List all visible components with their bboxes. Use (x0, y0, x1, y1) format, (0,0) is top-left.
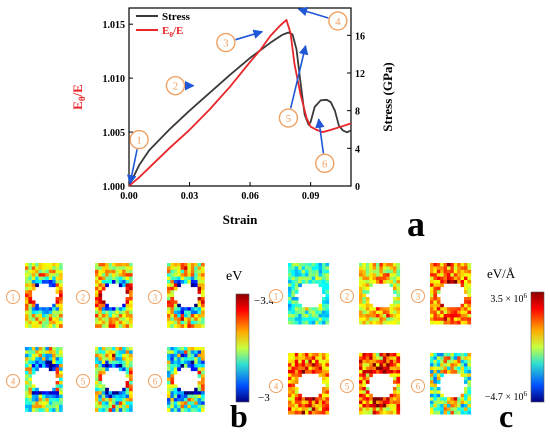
right-tick-label: 12 (355, 69, 365, 80)
panel-b: 1 2 34 5 6 eV −3.4 −3 b (6, 263, 274, 434)
left-axis-title: Eθ/E (70, 84, 87, 110)
annotation-marker (216, 32, 236, 53)
map-index-marker (411, 289, 425, 303)
map-index-label: 6 (153, 377, 158, 387)
annotation-arrow (235, 29, 264, 41)
map-index-marker (340, 289, 354, 303)
map-index-label: 4 (11, 377, 16, 387)
right-tick-label: 16 (355, 31, 365, 42)
map-index-marker (148, 290, 162, 304)
annotation-label: 6 (322, 158, 328, 170)
map-index-marker (76, 290, 90, 304)
map-index-label: 6 (416, 382, 421, 392)
map-index-marker (269, 289, 283, 303)
x-tick-label: 0.09 (302, 191, 320, 202)
right-axis-ticks: 0 4 8 12 16 (347, 31, 365, 193)
panel-b-maps: 1 2 3 4 5 6 (6, 263, 205, 412)
map-index-label: 2 (81, 293, 86, 303)
map-index-label: 5 (345, 382, 350, 392)
map-index-label: 1 (11, 293, 16, 303)
map-index-label: 2 (345, 292, 350, 302)
annotation-arrow (127, 149, 138, 185)
annotation-label: 3 (223, 38, 229, 50)
legend-label-ratio: Eθ/E (162, 25, 183, 39)
x-tick-label: 0.06 (241, 191, 259, 202)
x-axis-title: Strain (223, 212, 258, 227)
panel-letter-b: b (230, 398, 248, 434)
legend-label-stress: Stress (162, 11, 191, 23)
map-index-marker (6, 290, 20, 304)
panel-c-maps: 1 2 3 4 5 6 (269, 263, 472, 415)
map-index-label: 4 (274, 382, 279, 392)
annotation-marker (315, 153, 335, 174)
stress-map-b-3 (167, 263, 205, 328)
stress-map-b-5 (95, 347, 133, 412)
right-tick-label: 0 (355, 182, 360, 193)
annotation-layer: 1 2 3 4 5 6 (127, 6, 348, 185)
panel-b-colorbar (235, 293, 250, 403)
panel-letter-c: c (499, 398, 513, 434)
annotation-arrow (297, 6, 329, 19)
left-axis-ticks: 1.000 1.005 1.010 1.015 (103, 20, 133, 193)
stress-map-c-1 (288, 263, 330, 325)
stress-map-c-2 (359, 263, 401, 325)
left-tick-label: 1.000 (103, 182, 126, 193)
map-index-marker (411, 379, 425, 393)
panel-c: 1 2 3 4 5 6 eV/Å 3.5 × 106 −4.7 × 106 c (269, 263, 545, 434)
annotation-label: 2 (173, 81, 179, 93)
map-index-label: 3 (153, 293, 158, 303)
stress-map-b-2 (95, 263, 133, 328)
panel-c-scale-min: −4.7 × 106 (485, 390, 528, 403)
legend: Stress Eθ/E (136, 11, 191, 39)
map-index-marker (148, 374, 162, 388)
map-index-marker (76, 374, 90, 388)
panel-c-unit: eV/Å (487, 266, 516, 281)
map-index-marker (6, 374, 20, 388)
stress-map-b-4 (25, 347, 63, 412)
stress-map-b-6 (167, 347, 205, 412)
right-tick-label: 4 (355, 144, 360, 155)
stress-map-c-4 (288, 353, 330, 415)
panel-b-unit: eV (226, 269, 242, 284)
left-tick-label: 1.015 (103, 20, 126, 31)
x-axis-ticks: 0.00 0.03 0.06 0.09 (120, 182, 319, 202)
left-tick-label: 1.010 (103, 74, 126, 85)
annotation-label: 1 (136, 135, 142, 147)
annotation-label: 5 (286, 113, 292, 125)
stress-map-c-3 (430, 263, 472, 325)
map-index-label: 3 (416, 292, 421, 302)
map-index-label: 5 (81, 377, 86, 387)
panel-b-scale-min: −3 (258, 392, 270, 404)
stress-map-c-6 (430, 353, 472, 415)
panel-c-colorbar (530, 291, 545, 403)
x-tick-label: 0.00 (120, 191, 138, 202)
left-tick-label: 1.005 (103, 128, 126, 139)
right-tick-label: 8 (355, 107, 360, 118)
map-index-marker (340, 379, 354, 393)
stress-map-c-5 (359, 353, 401, 415)
annotation-arrow (289, 44, 309, 109)
stress-map-b-1 (25, 263, 63, 328)
annotation-marker (165, 75, 186, 96)
x-tick-label: 0.03 (181, 191, 199, 202)
series-line-stress (128, 31, 352, 187)
map-index-marker (269, 379, 283, 393)
annotation-arrow (315, 118, 325, 154)
plot-frame (128, 7, 352, 187)
panel-letter-a: a (407, 204, 425, 244)
map-index-label: 1 (274, 292, 279, 302)
panel-c-scale-max: 3.5 × 106 (490, 292, 527, 305)
right-axis-title: Stress (GPa) (380, 62, 395, 131)
annotation-marker (328, 11, 348, 31)
annotation-label: 4 (335, 16, 341, 28)
annotation-marker (129, 129, 149, 150)
annotation-marker (278, 108, 299, 128)
